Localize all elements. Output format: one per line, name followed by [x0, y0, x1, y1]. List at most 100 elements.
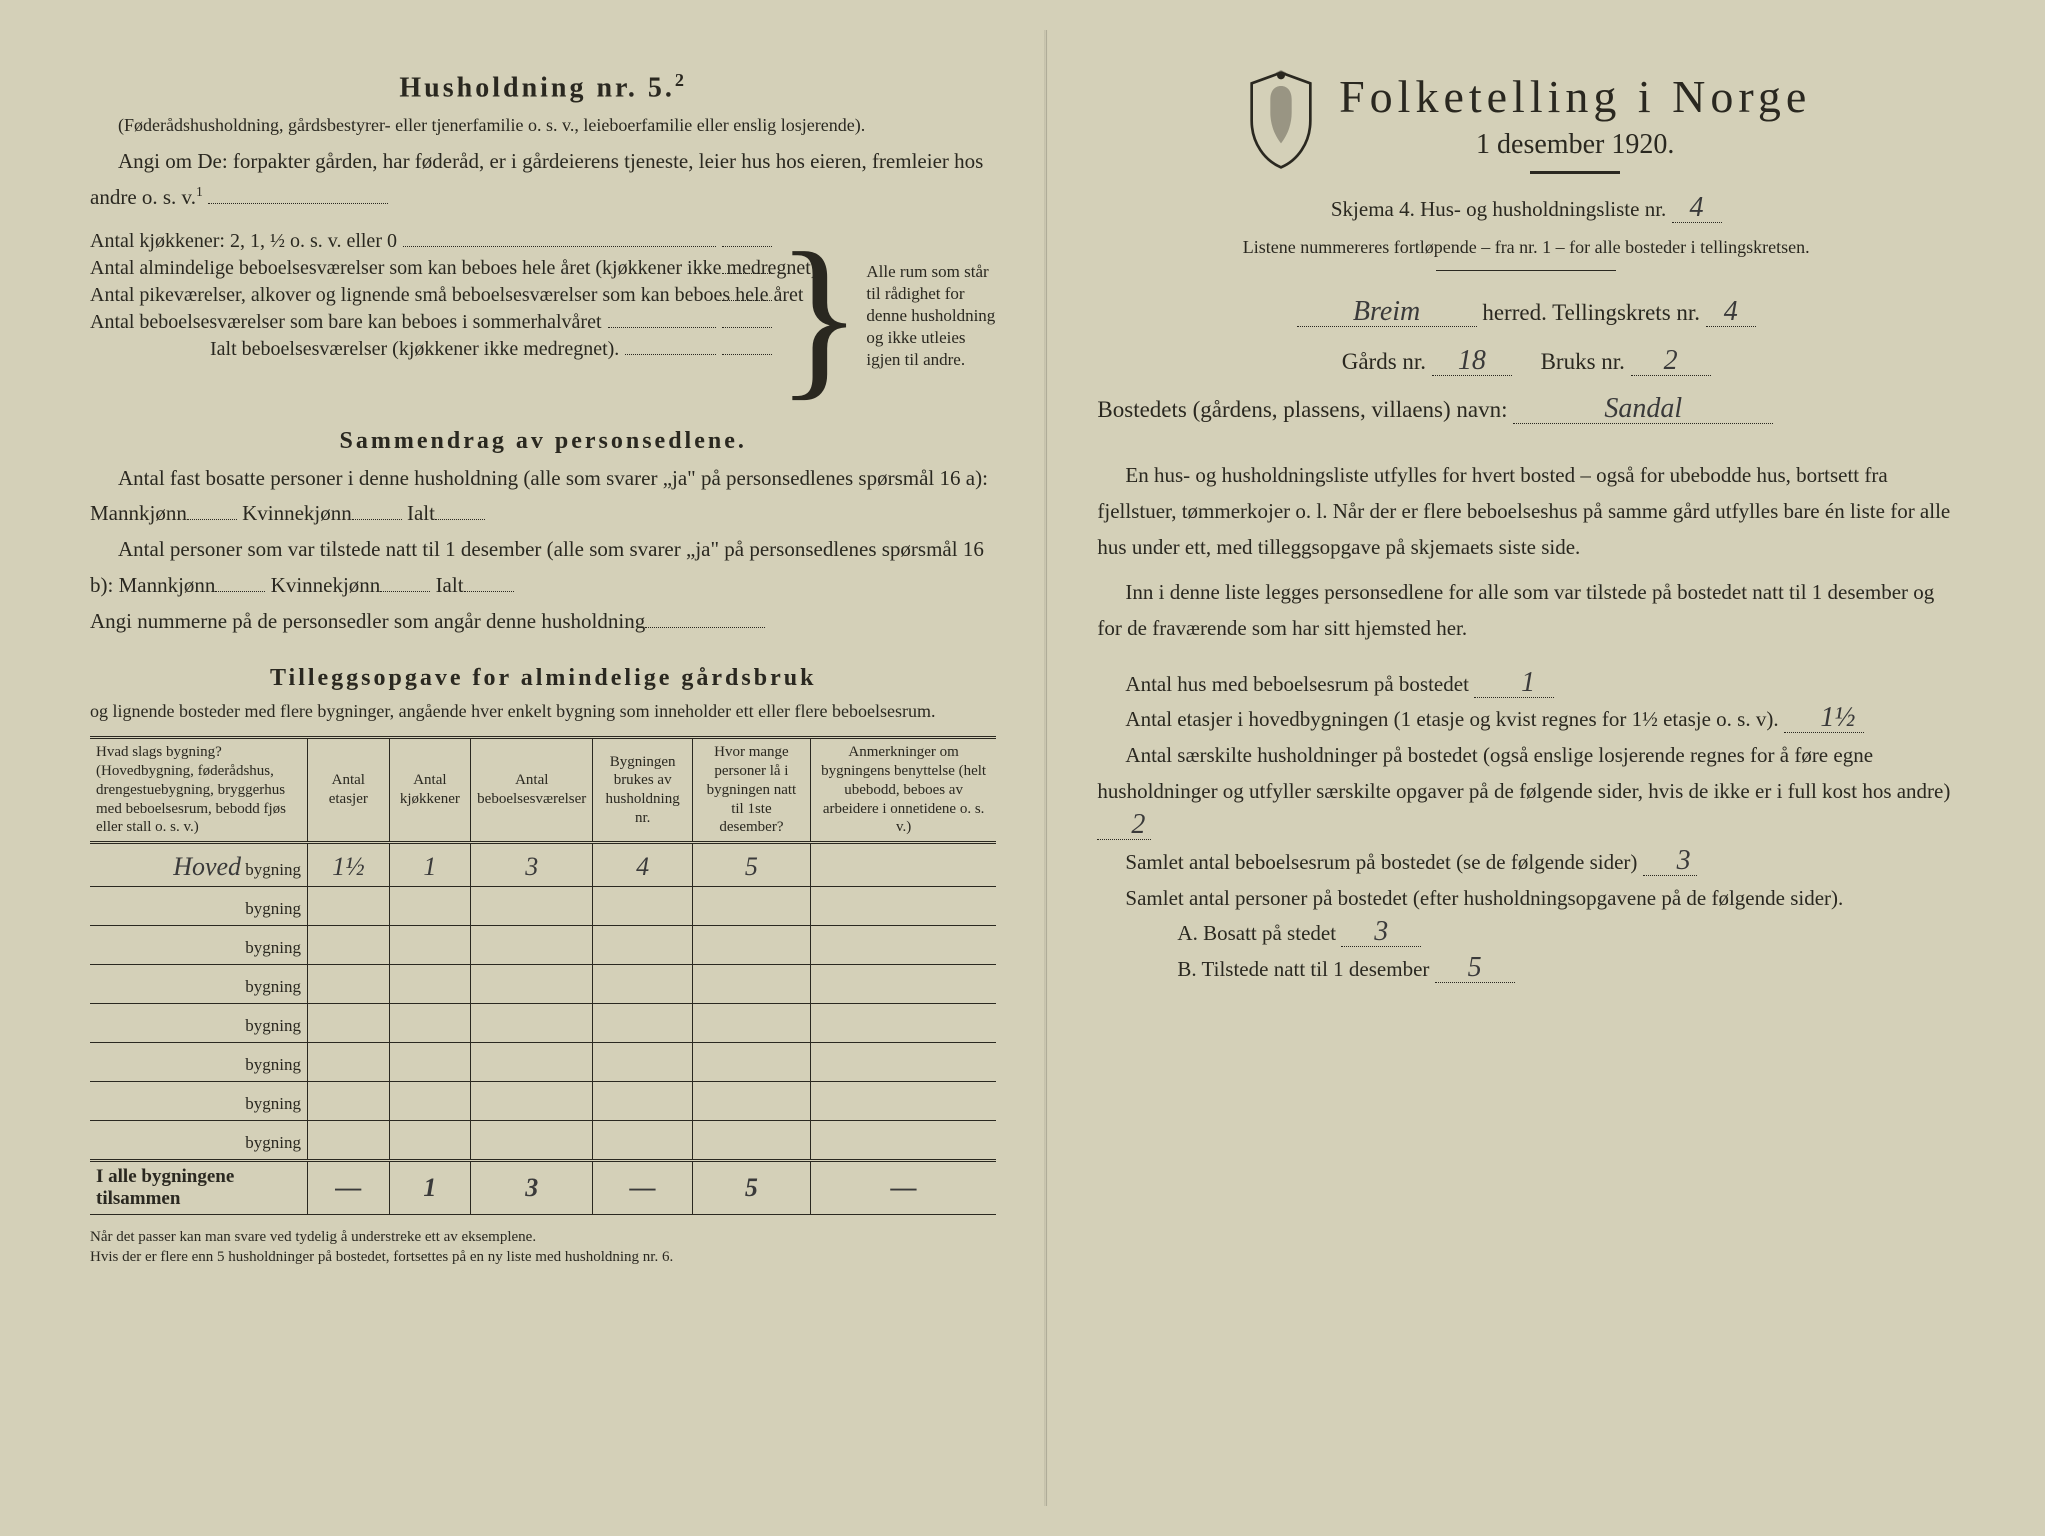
tf-anm: — [810, 1161, 996, 1215]
row-kjokken [389, 926, 471, 965]
row-name: bygning [90, 1121, 308, 1161]
th-6: Anmerkninger om bygningens benyttelse (h… [810, 738, 996, 843]
row-etasjer: 1½ [308, 843, 390, 887]
row-personer [693, 1121, 811, 1161]
row-hushold [593, 965, 693, 1004]
rooms1-label: Antal almindelige beboelsesværelser som … [90, 257, 710, 280]
household-heading-text: Husholdning nr. 5. [399, 72, 675, 103]
rooms-total-blank [722, 354, 772, 355]
row-hushold [593, 1004, 693, 1043]
th-1: Antal etasjer [308, 738, 390, 843]
row-etasjer [308, 1121, 390, 1161]
row-hushold [593, 1043, 693, 1082]
summary-p2: Antal personer som var tilstede natt til… [90, 532, 996, 603]
row-vaerelser [471, 887, 593, 926]
gards-nr-value: 18 [1432, 347, 1512, 376]
angi-blank [208, 203, 388, 204]
row-hushold [593, 1121, 693, 1161]
brace-symbol: } [776, 226, 862, 406]
row-kjokken [389, 1121, 471, 1161]
left-page: Husholdning nr. 5.2 (Føderådshusholdning… [40, 30, 1047, 1506]
row-etasjer [308, 1082, 390, 1121]
listene-note: Listene nummereres fortløpende – fra nr.… [1097, 234, 1955, 260]
etasjer-value: 1½ [1784, 704, 1864, 733]
row-etasjer [308, 1043, 390, 1082]
table-footer-row: I alle bygningene tilsammen — 1 3 — 5 — [90, 1161, 996, 1215]
row-kjokken [389, 1004, 471, 1043]
row-vaerelser [471, 1043, 593, 1082]
row-name: bygning [90, 1043, 308, 1082]
table-row: bygning [90, 887, 996, 926]
skjema-line: Skjema 4. Hus- og husholdningsliste nr. … [1097, 192, 1955, 228]
row-kjokken [389, 965, 471, 1004]
tf-hushold: — [593, 1161, 693, 1215]
rooms2-blank [722, 300, 772, 301]
tillegg-heading: Tilleggsopgave for almindelige gårdsbruk [90, 665, 996, 692]
row-name: bygning [90, 926, 308, 965]
bosted-value: Sandal [1513, 395, 1773, 424]
row-etasjer [308, 887, 390, 926]
footnote: Når det passer kan man svare ved tydelig… [90, 1227, 996, 1268]
summary-p1: Antal fast bosatte personer i denne hush… [90, 461, 996, 532]
row-name: bygning [90, 1082, 308, 1121]
row-personer [693, 926, 811, 965]
bosatt-line: A. Bosatt på stedet 3 [1177, 916, 1955, 952]
row-hushold [593, 1082, 693, 1121]
gards-line: Gårds nr. 18 Bruks nr. 2 [1097, 338, 1955, 386]
row-vaerelser: 3 [471, 843, 593, 887]
para2: Inn i denne liste legges personsedlene f… [1097, 575, 1955, 646]
rooms3-label: Antal beboelsesværelser som bare kan beb… [90, 311, 602, 334]
row-personer [693, 1082, 811, 1121]
th-5: Hvor mange personer lå i bygningen natt … [693, 738, 811, 843]
etasjer-line: Antal etasjer i hovedbygningen (1 etasje… [1097, 702, 1955, 738]
bosatt-value: 3 [1341, 918, 1421, 947]
rooms-total-label: Ialt beboelsesværelser (kjøkkener ikke m… [210, 338, 619, 361]
tillegg-sub: og lignende bosteder med flere bygninger… [90, 698, 996, 724]
row-etasjer [308, 926, 390, 965]
row-kjokken [389, 1043, 471, 1082]
row-etasjer [308, 1004, 390, 1043]
household-heading: Husholdning nr. 5.2 [90, 70, 996, 104]
row-kjokken: 1 [389, 843, 471, 887]
row-kjokken [389, 1082, 471, 1121]
row-personer: 5 [693, 843, 811, 887]
table-header-row: Hvad slags bygning? (Hovedbygning, føder… [90, 738, 996, 843]
tf-vaerelser: 3 [471, 1161, 593, 1215]
herred-line: Breim herred. Tellingskrets nr. 4 [1097, 289, 1955, 337]
row-personer [693, 1004, 811, 1043]
row-vaerelser [471, 1121, 593, 1161]
kitchens-blank [722, 246, 772, 247]
tf-label: I alle bygningene tilsammen [90, 1161, 308, 1215]
row-name: bygning [90, 965, 308, 1004]
row-vaerelser [471, 1082, 593, 1121]
angi-sup: 1 [196, 184, 203, 199]
row-anm [810, 1043, 996, 1082]
tf-kjokken: 1 [389, 1161, 471, 1215]
saerskilte-line: Antal særskilte husholdninger på bostede… [1097, 738, 1955, 845]
subtitle: 1 desember 1920. [1339, 129, 1811, 161]
household-sup: 2 [675, 70, 687, 90]
hus-value: 1 [1474, 669, 1554, 698]
table-row: bygning [90, 1121, 996, 1161]
row-etasjer [308, 965, 390, 1004]
krets-nr-value: 4 [1706, 298, 1756, 327]
th-3: Antal beboelsesværelser [471, 738, 593, 843]
saerskilte-value: 2 [1097, 811, 1151, 840]
angi-text: Angi om De: forpakter gården, har føderå… [90, 149, 983, 209]
rooms1-blank [722, 273, 772, 274]
main-title: Folketelling i Norge [1339, 70, 1811, 123]
table-row: bygning [90, 926, 996, 965]
row-hushold [593, 887, 693, 926]
th-2: Antal kjøkkener [389, 738, 471, 843]
row-anm [810, 1082, 996, 1121]
kitchens-label: Antal kjøkkener: 2, 1, ½ o. s. v. eller … [90, 230, 397, 253]
row-anm [810, 843, 996, 887]
table-row: bygning [90, 1043, 996, 1082]
row-anm [810, 887, 996, 926]
tf-etasjer: — [308, 1161, 390, 1215]
row-personer [693, 1043, 811, 1082]
samlet-pers-line: Samlet antal personer på bostedet (efter… [1097, 881, 1955, 917]
buildings-table: Hvad slags bygning? (Hovedbygning, føder… [90, 736, 996, 1215]
row-anm [810, 926, 996, 965]
table-row: bygning [90, 965, 996, 1004]
